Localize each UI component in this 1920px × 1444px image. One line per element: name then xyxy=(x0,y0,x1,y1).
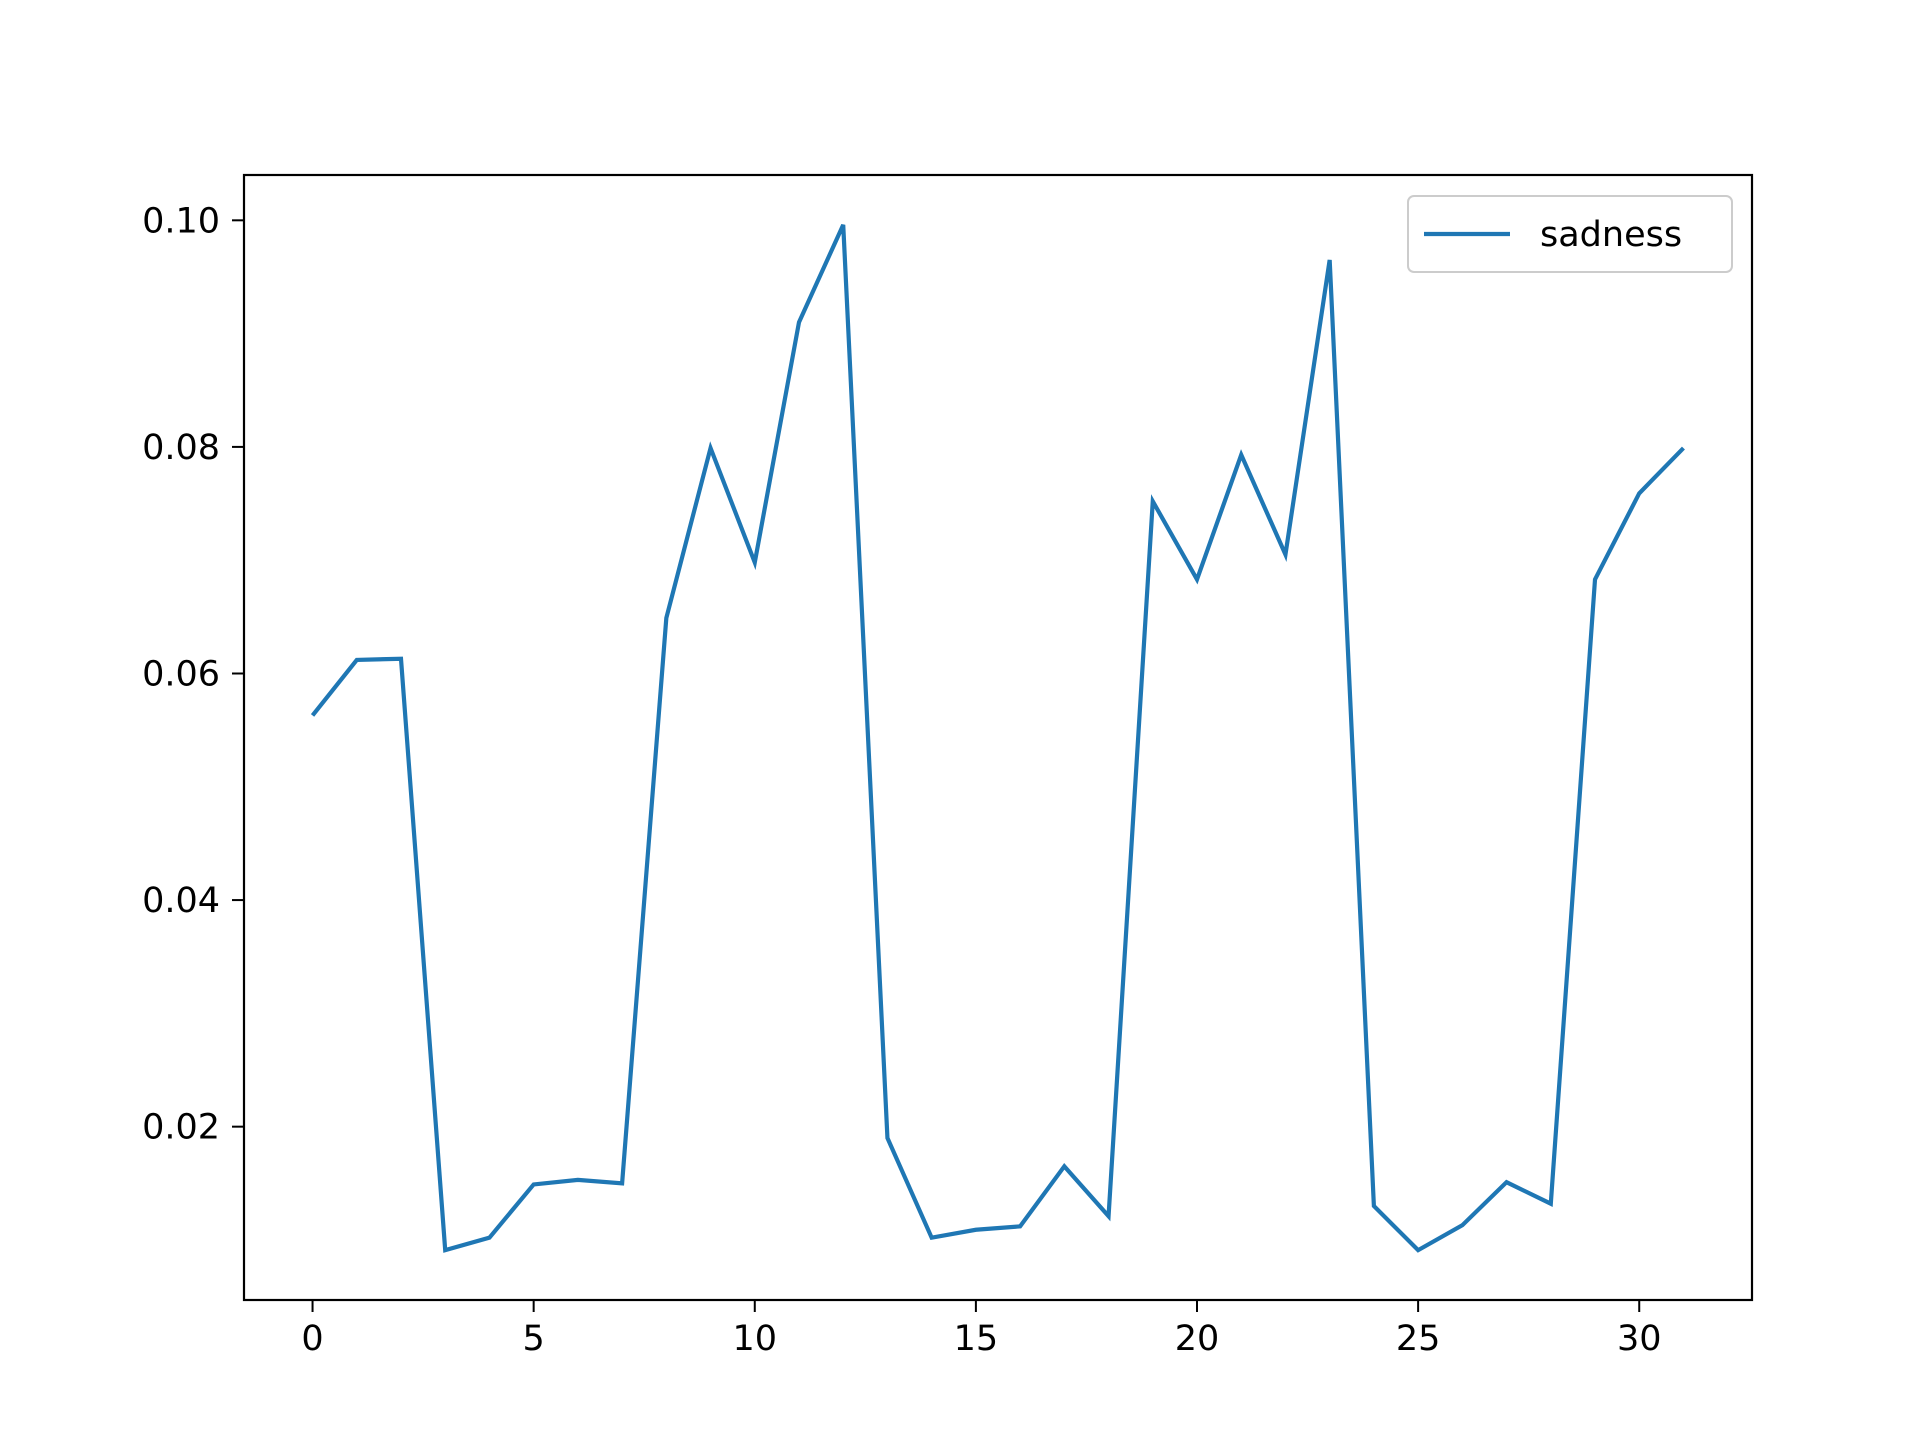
x-tick-label: 10 xyxy=(733,1319,778,1359)
x-tick-label: 30 xyxy=(1617,1319,1662,1359)
x-axis-ticks: 0 5 10 15 20 25 30 xyxy=(301,1300,1662,1359)
y-tick-label: 0.08 xyxy=(142,428,220,468)
x-tick-label: 0 xyxy=(301,1319,323,1359)
y-tick-label: 0.06 xyxy=(142,654,220,694)
legend-box xyxy=(1407,195,1733,273)
y-tick-label: 0.10 xyxy=(142,201,220,241)
y-tick-label: 0.04 xyxy=(142,881,220,921)
plot-marks xyxy=(310,223,1685,1253)
legend-label: sadness xyxy=(1540,215,1682,255)
x-tick-label: 20 xyxy=(1175,1319,1220,1359)
legend: sadness xyxy=(1407,195,1733,273)
plot-area-frame xyxy=(242,173,1754,1302)
series-line-sadness xyxy=(310,223,1685,1253)
y-tick-label: 0.02 xyxy=(142,1108,220,1148)
x-tick-label: 15 xyxy=(954,1319,999,1359)
x-tick-label: 25 xyxy=(1396,1319,1441,1359)
x-tick-label: 5 xyxy=(523,1319,545,1359)
y-axis-ticks: 0.02 0.04 0.06 0.08 0.10 xyxy=(142,201,244,1148)
